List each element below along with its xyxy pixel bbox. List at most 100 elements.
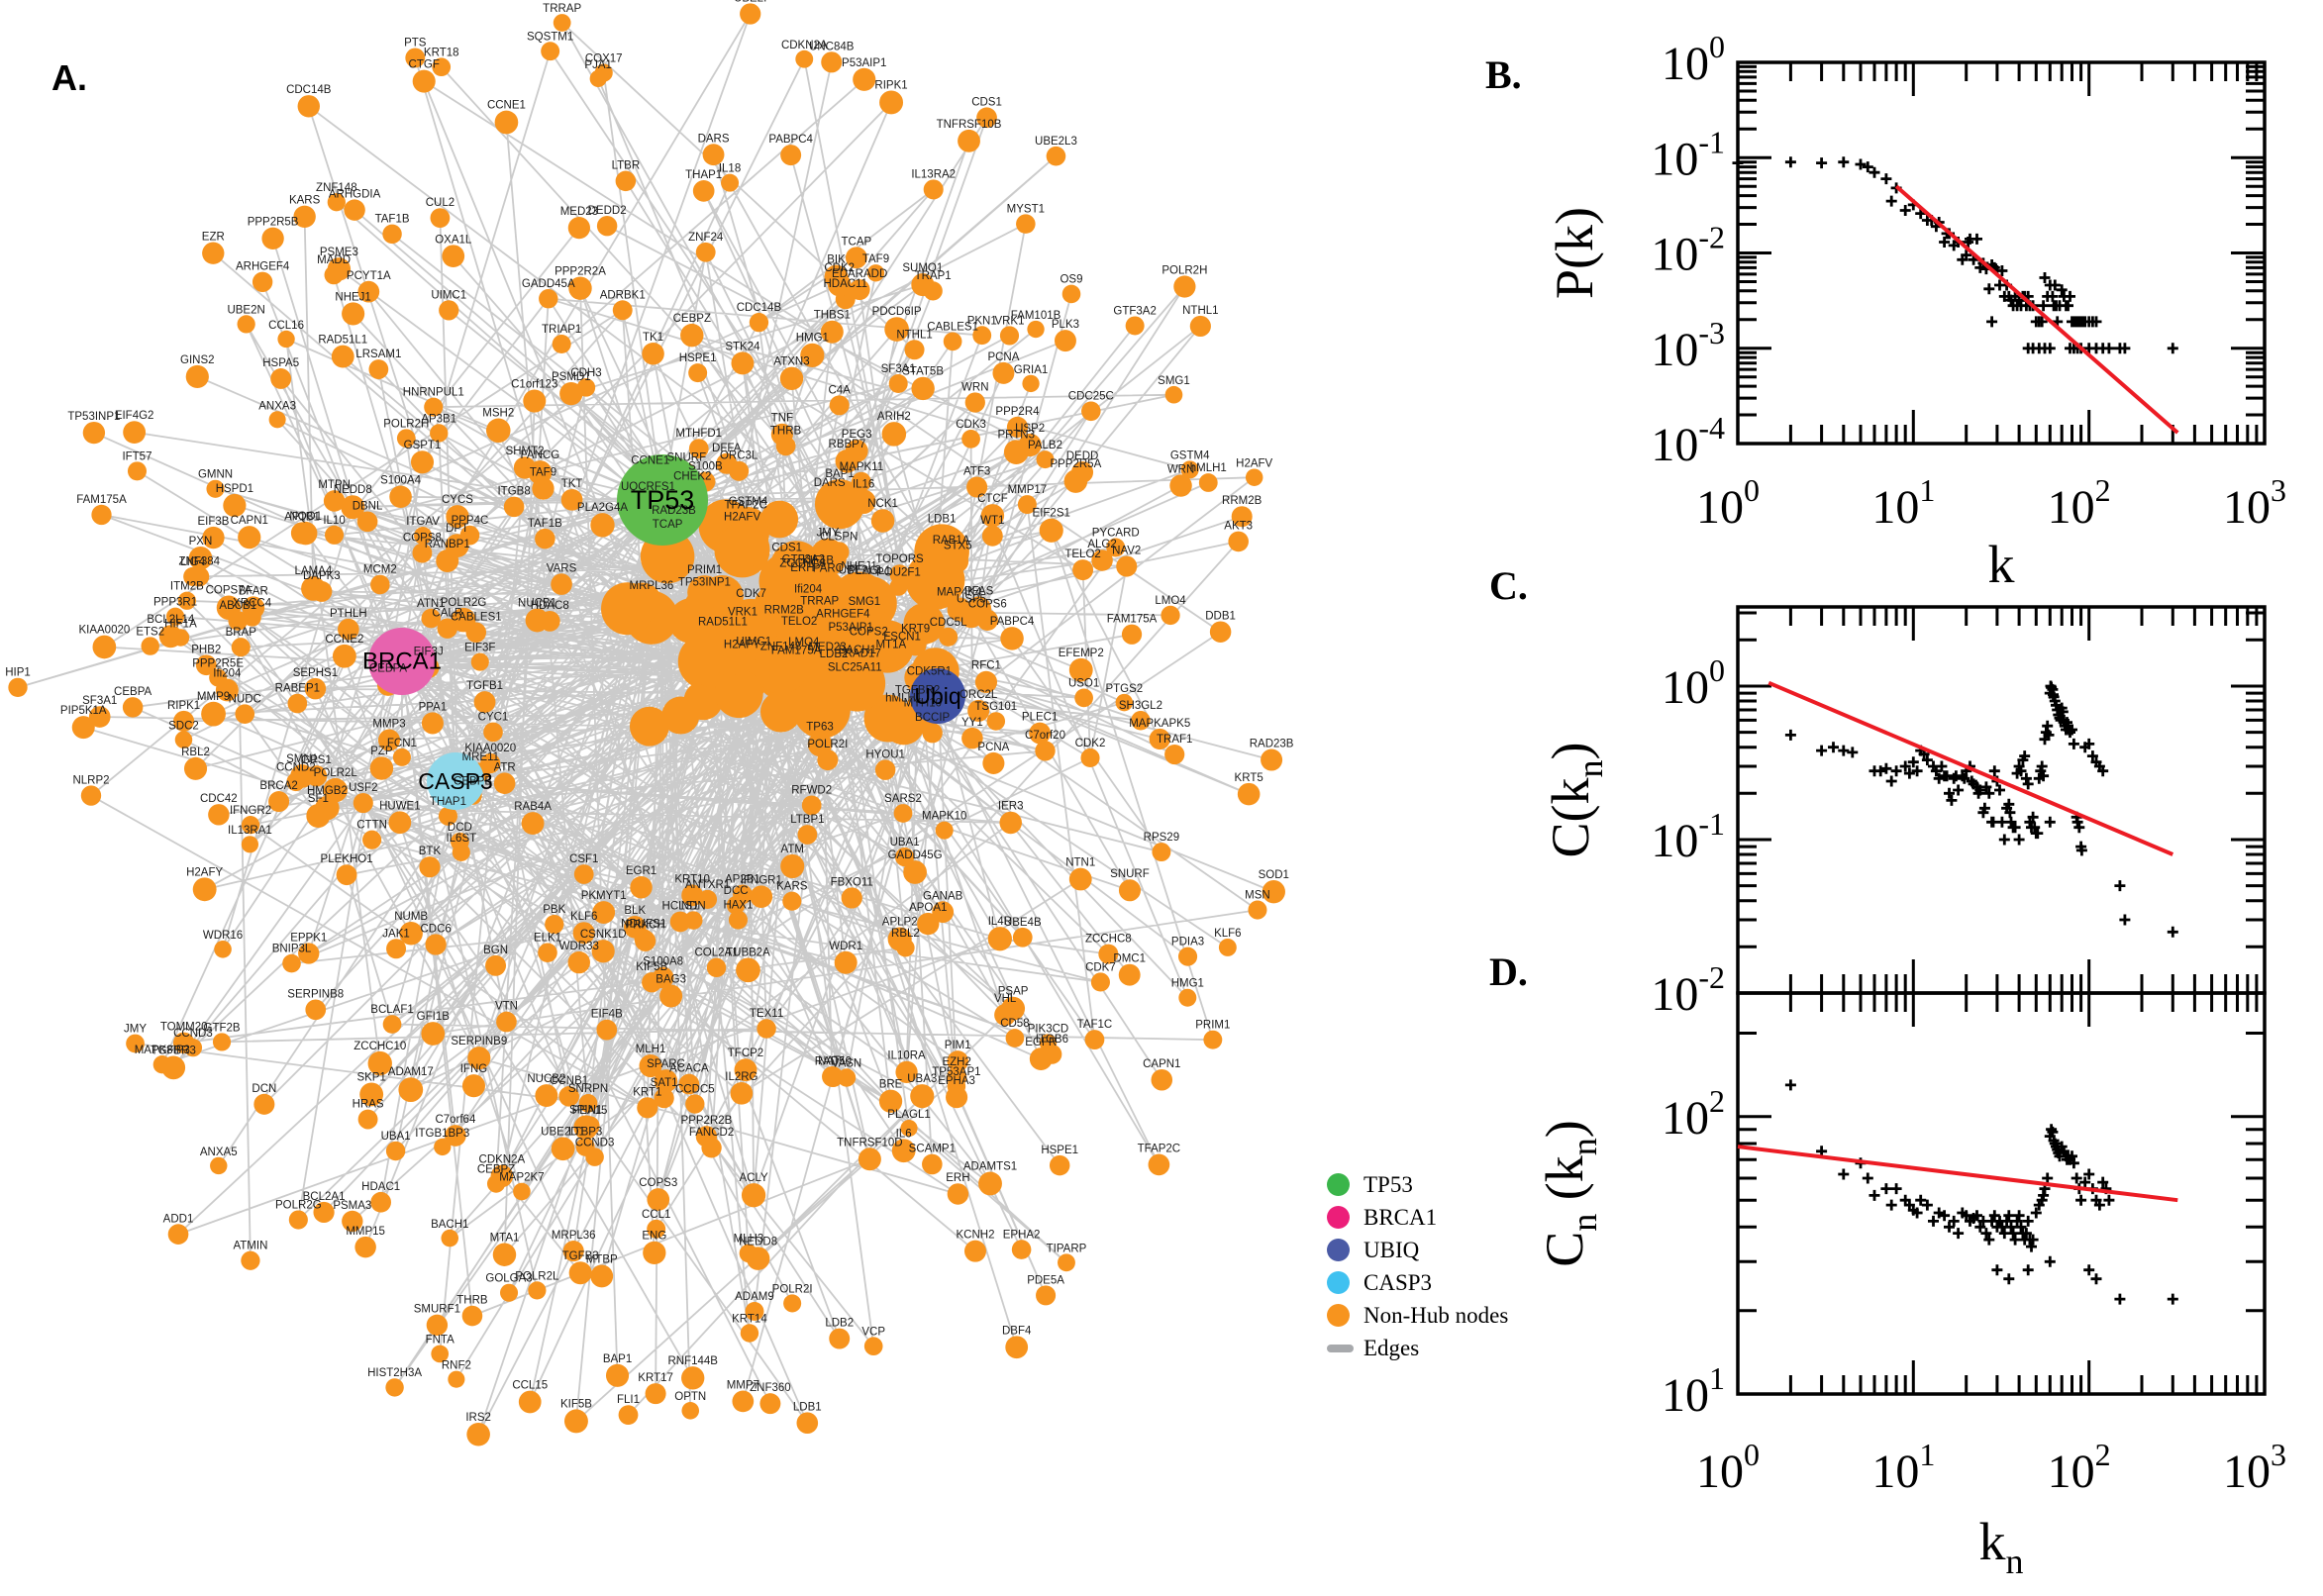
gene-label: SERPINB8 xyxy=(287,989,344,1001)
gene-label: IFNGR2 xyxy=(230,805,271,817)
fit-line-C xyxy=(1768,680,2174,856)
tick-label: 100 xyxy=(1696,1437,1760,1498)
gene-label: ORC2L xyxy=(960,689,998,701)
non-hub-node xyxy=(947,1077,966,1096)
gene-label: CTCF xyxy=(977,493,1008,505)
non-hub-node xyxy=(434,1138,452,1156)
gene-label: SERPINB9 xyxy=(451,1036,507,1047)
non-hub-node xyxy=(261,227,284,249)
non-hub-node xyxy=(277,330,295,349)
gene-label: FAM101B xyxy=(1011,310,1061,322)
non-hub-node xyxy=(858,1147,881,1171)
non-hub-node xyxy=(382,224,402,245)
non-hub-node xyxy=(895,1060,918,1083)
gene-label: UQCRFS1 xyxy=(621,481,675,493)
gene-label: STAT5B xyxy=(902,366,944,378)
non-hub-node xyxy=(966,596,992,622)
legend-item-nonhub: Non-Hub nodes xyxy=(1327,1299,1508,1332)
gene-label: MRPL36 xyxy=(630,580,674,592)
gene-label: MRPL36 xyxy=(552,1230,596,1242)
non-hub-node xyxy=(290,522,314,545)
non-hub-node xyxy=(282,953,301,973)
gene-label: CEBPA xyxy=(114,686,152,698)
gene-label: FAM175A xyxy=(771,646,822,657)
non-hub-node xyxy=(290,764,314,788)
gene-label: FLI1 xyxy=(617,1394,640,1406)
gene-label: HMG1 xyxy=(1171,978,1204,990)
non-hub-node xyxy=(879,90,904,115)
non-hub-node xyxy=(1178,988,1197,1007)
gene-label: PLAGL1 xyxy=(887,1109,930,1121)
gene-label: FAM175A xyxy=(1107,614,1158,626)
non-hub-node xyxy=(828,542,850,562)
gene-label: PPP2R4 xyxy=(995,406,1040,418)
non-hub-node xyxy=(467,1047,491,1070)
non-hub-node xyxy=(341,495,365,520)
gene-label: TCAP xyxy=(842,236,872,248)
non-hub-node xyxy=(306,804,331,829)
gene-label: CCNE1 xyxy=(631,455,669,467)
gene-label: UIMC1 xyxy=(736,637,771,648)
non-hub-node xyxy=(288,1210,308,1230)
gene-label: GADD45G xyxy=(888,849,943,861)
gene-label: BRAP xyxy=(226,627,257,639)
non-hub-node xyxy=(438,806,457,826)
gene-label: ANTXR1 xyxy=(685,879,730,891)
gene-label: HNRNPUL1 xyxy=(403,387,464,399)
gene-label: WDR16 xyxy=(203,930,243,942)
gene-label: PIM1 xyxy=(945,1040,971,1051)
non-hub-node xyxy=(448,1370,465,1388)
hub-label-tp53: TP53 xyxy=(631,485,695,515)
non-hub-node xyxy=(823,1066,844,1087)
non-hub-node xyxy=(801,795,822,816)
non-hub-node xyxy=(740,3,761,25)
gene-label: POLR2G xyxy=(275,1200,322,1212)
non-hub-node xyxy=(452,843,470,861)
gene-label: COL2A1 xyxy=(694,948,738,959)
gene-label: RAD23B xyxy=(652,505,696,517)
gene-label: IL10RA xyxy=(887,1050,926,1062)
gene-label: KIAA0020 xyxy=(78,625,130,637)
non-hub-node xyxy=(706,957,727,978)
gene-label: TK1 xyxy=(643,332,663,344)
gene-label: UNC84B xyxy=(809,41,855,52)
non-hub-node xyxy=(863,694,912,743)
gene-label: PRKCH xyxy=(626,920,665,932)
non-hub-node xyxy=(332,644,356,668)
non-hub-node xyxy=(493,772,516,794)
gene-label: BLK xyxy=(624,905,646,917)
gene-label: PLEKHO1 xyxy=(321,853,373,865)
legend-item-casp3: CASP3 xyxy=(1327,1266,1508,1299)
non-hub-node xyxy=(1116,555,1138,577)
gene-label: ZNF384 xyxy=(179,555,221,567)
gene-label: THBS1 xyxy=(814,310,851,322)
gene-label: ANXA5 xyxy=(200,1147,238,1158)
non-hub-node xyxy=(820,320,844,344)
non-hub-node xyxy=(1003,440,1029,465)
gene-label: GSPT1 xyxy=(404,440,442,451)
non-hub-node xyxy=(356,511,378,533)
non-hub-node xyxy=(1068,867,1092,891)
non-hub-node xyxy=(643,1241,666,1265)
gene-label: CCL1 xyxy=(642,1209,670,1221)
non-hub-node xyxy=(568,1261,592,1285)
non-hub-node xyxy=(852,658,874,681)
gene-label: IL18 xyxy=(719,163,741,175)
gene-label: DARS xyxy=(814,477,846,489)
non-hub-node xyxy=(1245,468,1263,486)
gene-label: MLH1 xyxy=(636,1044,666,1055)
non-hub-node xyxy=(1164,744,1185,765)
gene-label: VRK1 xyxy=(994,315,1024,327)
gene-label: POLR2I xyxy=(772,1283,813,1295)
gene-label: GRIA1 xyxy=(1014,364,1049,376)
non-hub-node xyxy=(1029,722,1052,745)
gene-label: RAD51L1 xyxy=(698,617,748,629)
non-hub-node xyxy=(353,792,373,814)
non-hub-node xyxy=(759,691,802,733)
non-hub-node xyxy=(695,1126,718,1147)
non-hub-node xyxy=(1054,330,1076,352)
gene-label: TP63 xyxy=(806,722,834,734)
non-hub-node xyxy=(158,625,182,648)
gene-label: IER3 xyxy=(998,801,1024,813)
non-hub-node xyxy=(647,1188,670,1211)
